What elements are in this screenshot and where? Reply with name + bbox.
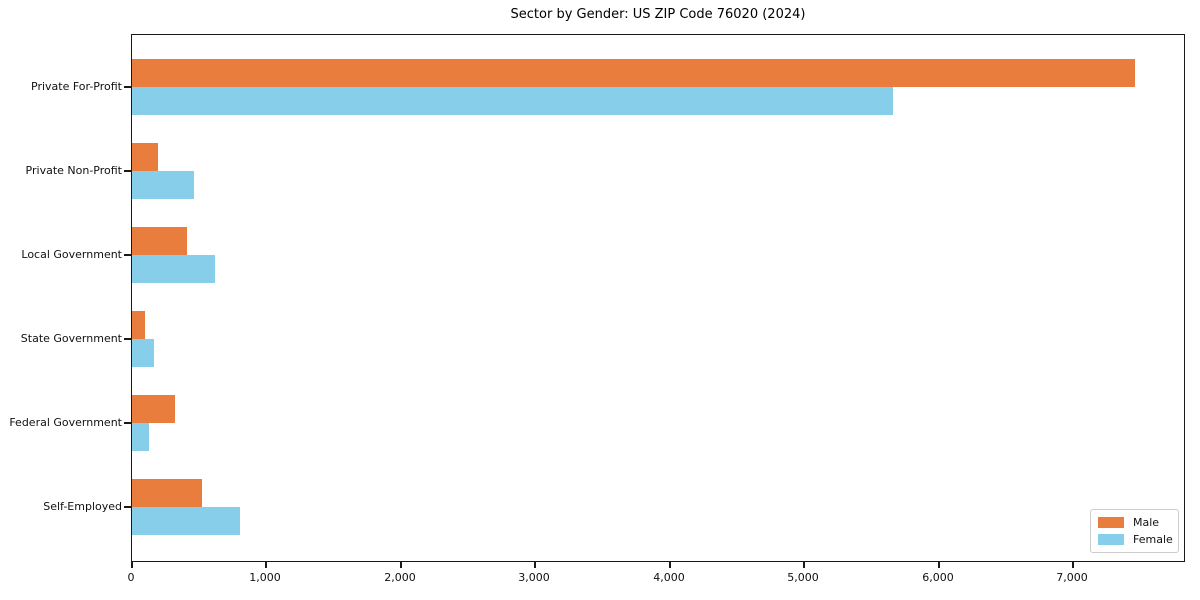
y-axis-tick-mark [124,422,131,424]
x-axis-tick-label: 7,000 [1056,571,1088,584]
x-axis-tick-label: 4,000 [653,571,685,584]
x-axis-tick-mark [803,562,805,568]
x-axis-tick-mark [265,562,267,568]
x-axis-tick-mark [400,562,402,568]
legend-item-male: Male [1098,516,1172,529]
x-axis-tick-label: 3,000 [518,571,550,584]
x-axis-tick-mark [1072,562,1074,568]
x-axis-tick-mark [534,562,536,568]
chart-title: Sector by Gender: US ZIP Code 76020 (202… [510,7,806,22]
bar-female-4 [132,423,149,451]
bar-female-2 [132,255,215,283]
x-axis-tick-label: 5,000 [787,571,819,584]
y-axis-tick-mark [124,506,131,508]
bar-male-0 [132,59,1135,87]
y-axis-tick-mark [124,86,131,88]
legend: Male Female [1090,509,1179,553]
y-axis-tick-mark [124,254,131,256]
bar-male-3 [132,311,145,339]
bar-female-5 [132,507,240,535]
x-axis-tick-label: 1,000 [249,571,281,584]
legend-label-female: Female [1133,533,1173,546]
y-axis-tick-mark [124,170,131,172]
bar-female-3 [132,339,154,367]
x-axis-tick-label: 6,000 [922,571,954,584]
y-axis-category-label: Local Government [21,248,122,261]
x-axis-tick-label: 2,000 [384,571,416,584]
bar-male-4 [132,395,175,423]
y-axis-category-label: State Government [20,332,122,345]
female-color-swatch [1098,534,1124,545]
y-axis-category-label: Self-Employed [43,500,122,513]
legend-label-male: Male [1133,516,1160,529]
x-axis-tick-mark [669,562,671,568]
bar-female-1 [132,171,194,199]
bar-female-0 [132,87,893,115]
x-axis-tick-label: 0 [127,571,135,584]
legend-item-female: Female [1098,533,1173,546]
bar-male-5 [132,479,202,507]
y-axis-tick-mark [124,338,131,340]
male-color-swatch [1098,517,1124,528]
y-axis-category-label: Private Non-Profit [25,164,122,177]
y-axis-category-label: Federal Government [9,416,122,429]
y-axis-category-label: Private For-Profit [31,80,122,93]
bar-male-1 [132,143,158,171]
x-axis-tick-mark [938,562,940,568]
x-axis-tick-mark [131,562,133,568]
bar-male-2 [132,227,187,255]
